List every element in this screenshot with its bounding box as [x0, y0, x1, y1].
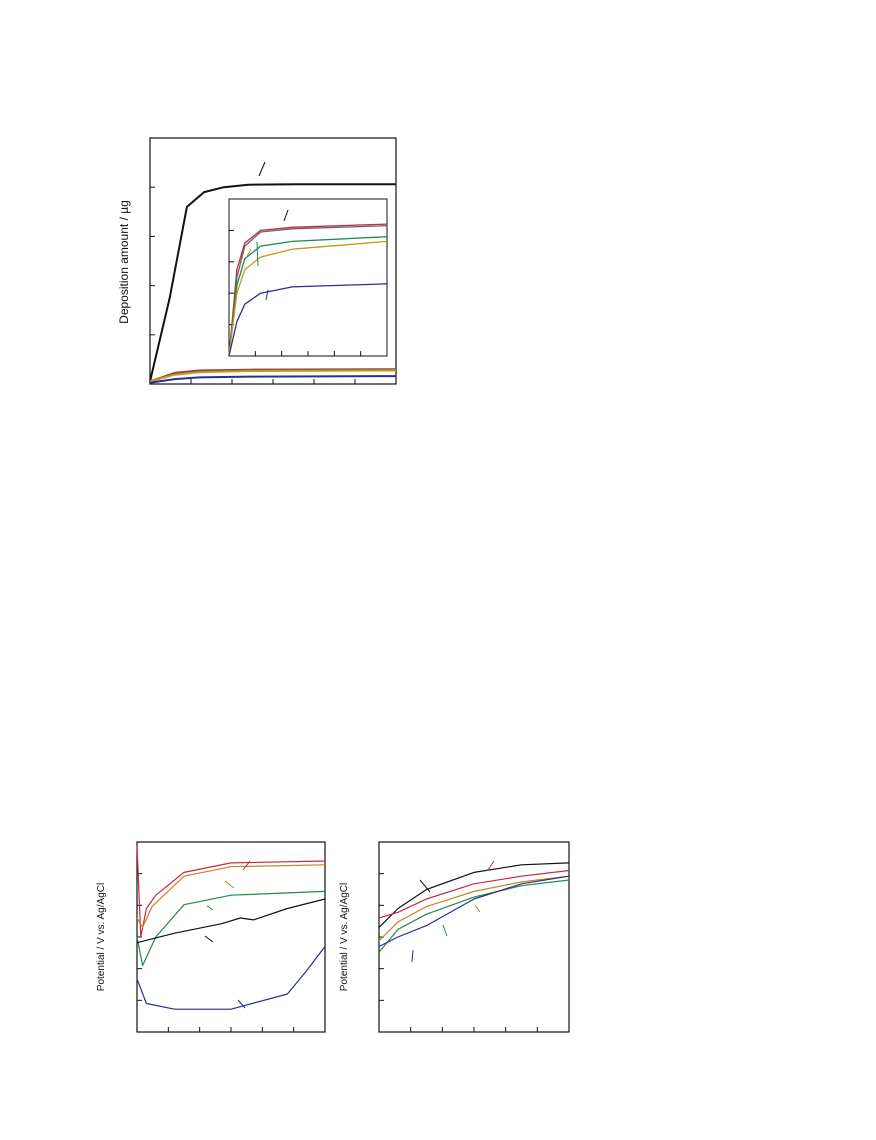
- bl-series-line-0: [136, 845, 326, 938]
- top-y-axis-title: Deposition amount / µg: [117, 200, 131, 324]
- inset-series-group: [228, 223, 388, 357]
- curve-label-leader: [487, 860, 495, 871]
- bl-tick-marks: [137, 873, 295, 1032]
- curve-label-leader: [258, 161, 266, 177]
- br-series-line-4: [378, 875, 570, 948]
- potential-chart-left: Potential / V vs. Ag/AgCl: [96, 841, 326, 1033]
- deposition-chart: Deposition amount / µg: [117, 137, 397, 385]
- top-series-group: [149, 183, 397, 384]
- inset-series-line-1: [228, 225, 388, 357]
- br-tick-marks: [379, 873, 538, 1032]
- curve-label-leader: [206, 905, 214, 911]
- curve-label-leader: [283, 209, 289, 222]
- curve-label-leader: [419, 879, 431, 893]
- bl-plot-frame: [136, 841, 326, 1033]
- inset-series-line-0: [228, 223, 388, 357]
- curve-label-leader: [237, 999, 246, 1009]
- inset-chart: [228, 198, 388, 357]
- curve-label-leader: [242, 860, 251, 871]
- br-y-axis-title: Potential / V vs. Ag/AgCl: [339, 883, 350, 991]
- inset-series-line-2: [228, 236, 388, 357]
- curve-label-leader: [204, 935, 214, 943]
- top-series-line-4: [149, 375, 397, 384]
- br-series-line-3: [378, 879, 570, 953]
- curve-label-leader: [256, 241, 259, 267]
- inset-tick-marks: [229, 229, 362, 356]
- curve-label-leader: [224, 880, 235, 889]
- curve-label-leader: [442, 924, 448, 937]
- curve-label-leader: [246, 248, 252, 257]
- top-series-line-0: [149, 183, 396, 382]
- potential-chart-right: Potential / V vs. Ag/AgCl: [339, 841, 570, 1033]
- top-series-line-3: [149, 369, 397, 383]
- curve-label-leader: [474, 904, 481, 913]
- br-plot-frame: [378, 841, 570, 1033]
- bl-series-line-1: [136, 864, 326, 929]
- inset-series-line-4: [228, 283, 388, 357]
- bl-y-axis-title: Potential / V vs. Ag/AgCl: [96, 883, 107, 991]
- inset-series-line-3: [228, 240, 388, 357]
- bl-series-group: [136, 845, 326, 1010]
- br-series-line-1: [378, 869, 570, 919]
- curve-label-leader: [411, 949, 414, 963]
- br-series-group: [378, 862, 570, 953]
- br-series-line-0: [378, 862, 570, 928]
- inset-frame: [228, 198, 388, 357]
- bl-series-line-3: [136, 898, 326, 944]
- top-tick-marks: [150, 186, 356, 384]
- bl-series-line-2: [136, 890, 326, 967]
- bl-series-line-4: [136, 946, 326, 1010]
- br-series-line-2: [378, 875, 570, 942]
- curve-label-leader: [265, 289, 269, 301]
